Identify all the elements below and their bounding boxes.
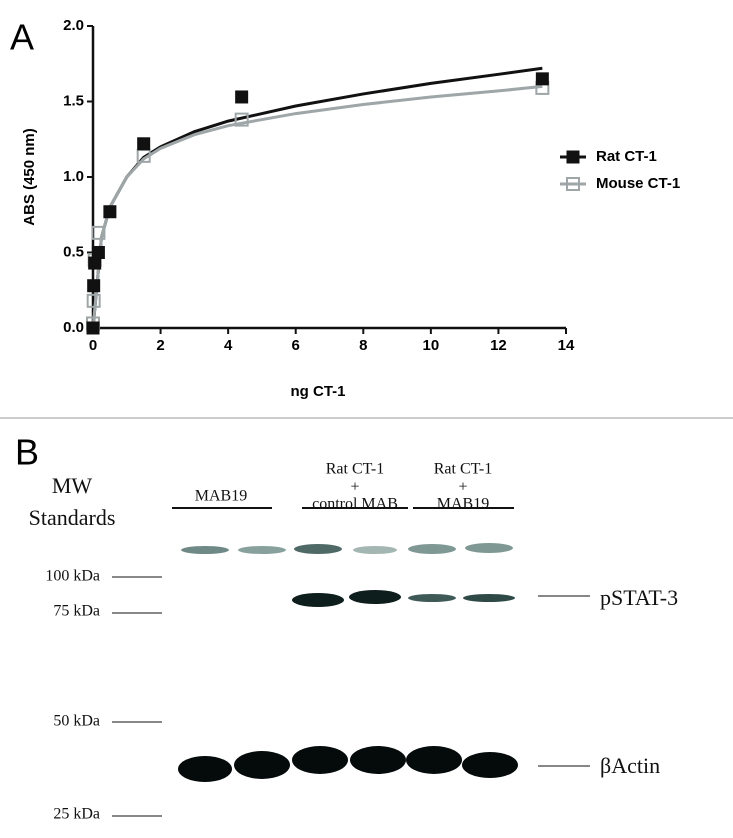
marker (137, 137, 151, 151)
x-tick-label: 6 (292, 337, 300, 354)
marker (535, 72, 549, 86)
x-tick-label: 8 (359, 337, 367, 354)
band (238, 546, 286, 554)
y-tick-label: 0.5 (63, 243, 84, 260)
band (462, 752, 518, 778)
band (406, 746, 462, 774)
panel-label: B (15, 432, 39, 473)
band (292, 593, 344, 607)
group-label: MAB19 (437, 496, 489, 513)
marker (91, 246, 105, 259)
mw-marker: 50 kDa (53, 713, 100, 730)
x-axis-label: ng CT-1 (291, 383, 346, 400)
band (465, 543, 513, 553)
legend-item: Rat CT-1 (560, 148, 657, 165)
legend-marker (566, 150, 580, 164)
group-label: control MAB (312, 496, 398, 513)
band (234, 751, 290, 779)
panel-label: A (10, 17, 34, 58)
mw-marker: 75 kDa (53, 603, 100, 620)
band (178, 756, 232, 782)
band-label: βActin (600, 753, 660, 778)
mw-header: Standards (29, 505, 116, 530)
y-axis-label: ABS (450 nm) (21, 128, 38, 226)
marker (234, 112, 249, 127)
fit-curve (91, 84, 543, 329)
group-label: + (350, 479, 359, 496)
band (292, 746, 348, 774)
legend-label: Rat CT-1 (596, 148, 657, 165)
blot: MW Standards MAB19 Rat CT-1 + control MA… (29, 461, 678, 823)
band (408, 594, 456, 602)
y-tick-label: 1.5 (63, 92, 84, 109)
mw-marker: 100 kDa (45, 568, 100, 585)
band (349, 590, 401, 604)
fit-curve (91, 66, 543, 329)
bands (178, 543, 518, 782)
x-tick-label: 14 (558, 337, 575, 354)
band (350, 746, 406, 774)
marker (87, 279, 101, 293)
band (294, 544, 342, 554)
band (181, 546, 229, 554)
x-tick-label: 10 (423, 337, 440, 354)
band (463, 594, 515, 602)
group-label: Rat CT-1 (434, 461, 493, 478)
legend-marker (566, 177, 580, 191)
band (408, 544, 456, 554)
marker (103, 205, 117, 219)
y-tick-label: 2.0 (63, 17, 84, 34)
x-tick-label: 0 (89, 337, 97, 354)
y-tick-label: 1.0 (63, 168, 84, 185)
x-tick-label: 4 (224, 337, 233, 354)
marker (136, 148, 151, 163)
group-label: + (458, 479, 467, 496)
group-label: Rat CT-1 (326, 461, 385, 478)
legend-label: Mouse CT-1 (596, 175, 680, 192)
legend-item: Mouse CT-1 (560, 175, 680, 192)
x-tick-label: 2 (156, 337, 164, 354)
x-tick-label: 12 (490, 337, 507, 354)
group-label: MAB19 (195, 488, 247, 505)
marker (91, 225, 106, 240)
chart: ABS (450 nm) ng CT-1 0.0 0.5 1.0 1.5 2.0 0 2 4 6… (21, 17, 680, 400)
band (353, 546, 397, 554)
marker (86, 321, 100, 335)
y-tick-label: 0.0 (63, 319, 84, 336)
band-label: pSTAT-3 (600, 585, 678, 610)
mw-marker: 25 kDa (53, 806, 100, 823)
mw-header: MW (52, 473, 93, 498)
marker (86, 293, 101, 308)
marker (235, 90, 249, 104)
